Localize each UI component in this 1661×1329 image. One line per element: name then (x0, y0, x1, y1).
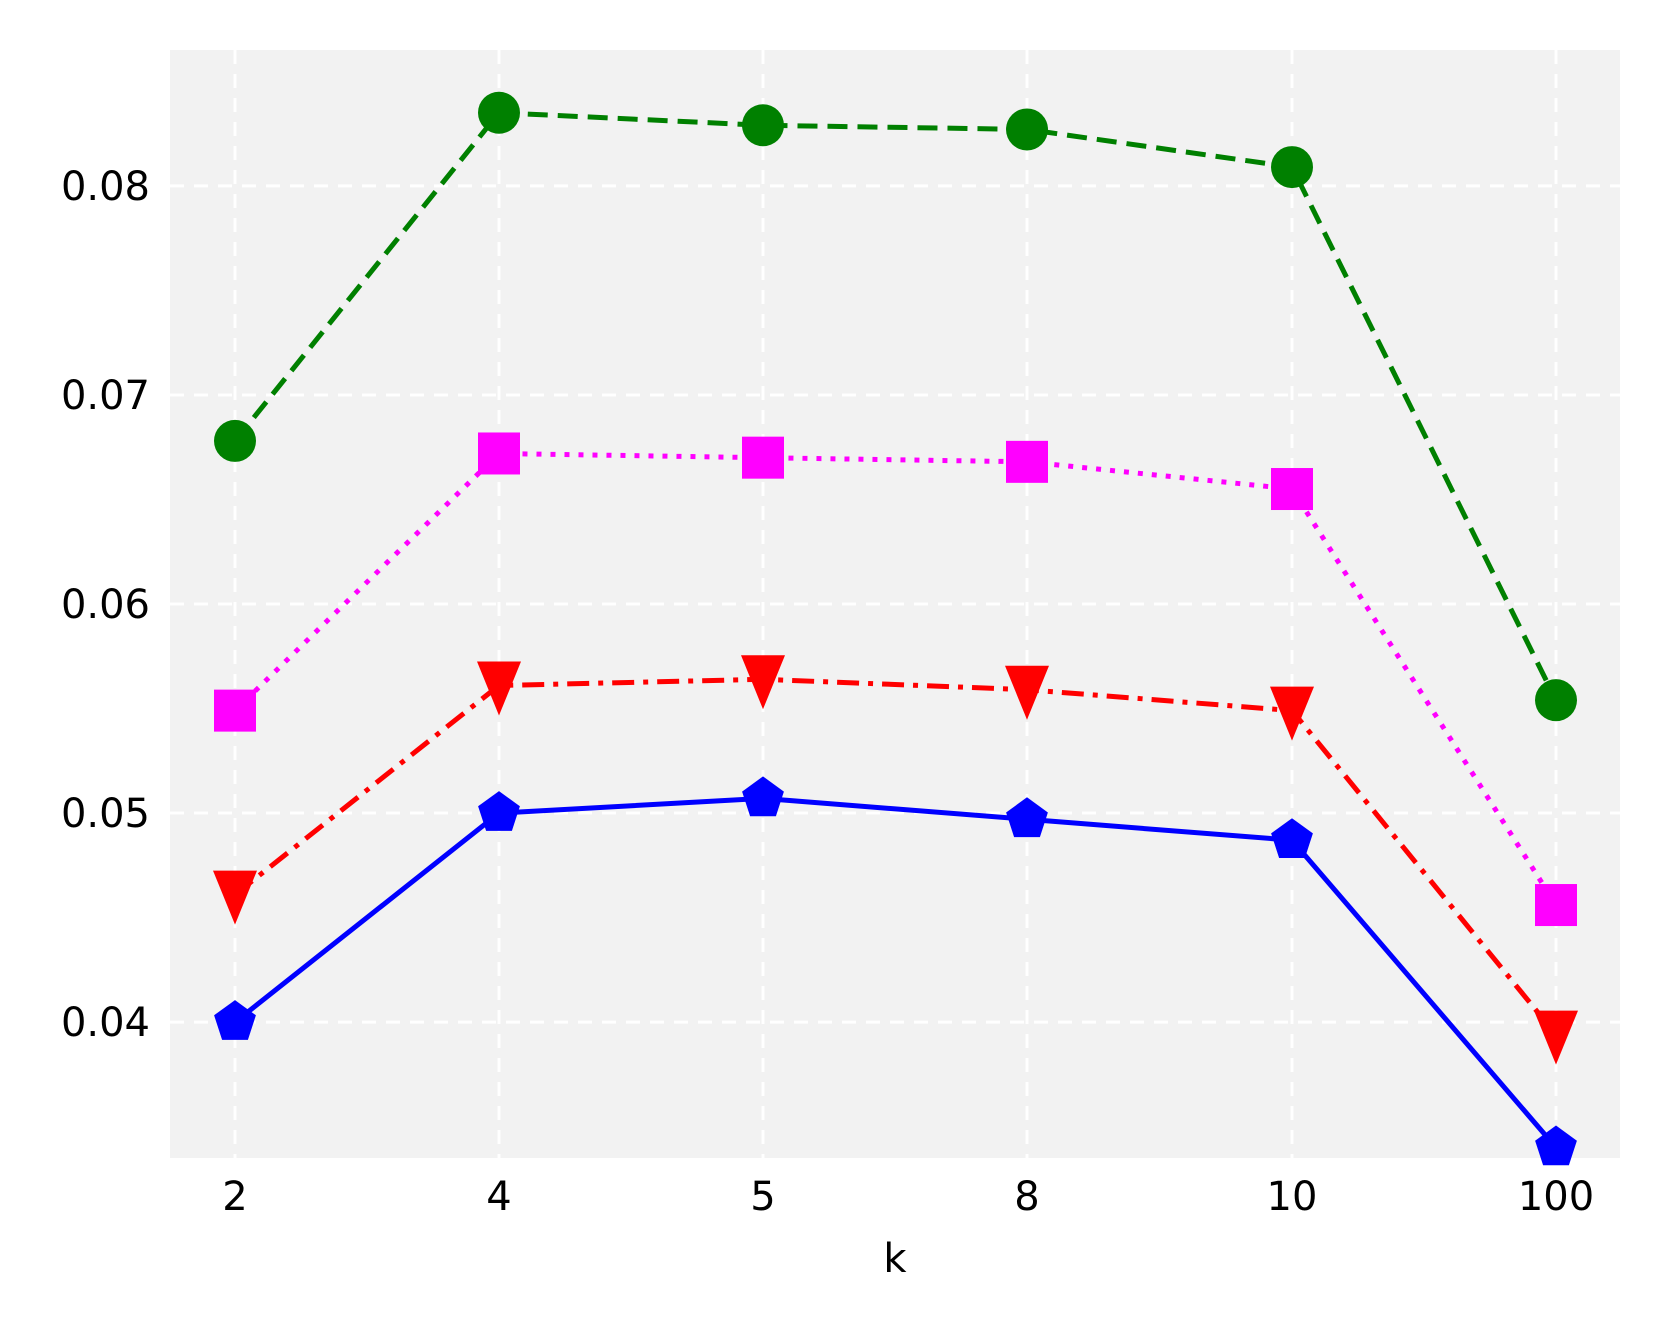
y-tick-label: 0.08 (61, 164, 150, 210)
series-layer (213, 91, 1578, 1166)
x-tick-labels: 2 4 5 8 10 100 (222, 1174, 1594, 1220)
data-point-marker (478, 791, 520, 831)
data-point-marker (1535, 1125, 1577, 1166)
x-tick-label: 10 (1267, 1174, 1318, 1220)
data-point-marker (477, 661, 521, 716)
data-point-marker (1271, 818, 1313, 858)
data-point-marker (1006, 440, 1048, 483)
data-point-marker (478, 432, 520, 475)
series-line (233, 795, 1558, 1150)
data-point-marker (214, 419, 256, 462)
series-line (233, 676, 1558, 1037)
data-point-marker (1006, 797, 1048, 838)
data-point-marker (1005, 665, 1049, 720)
y-tick-label: 0.07 (61, 373, 150, 419)
series-group (214, 91, 1577, 722)
grid-lines (170, 50, 1620, 1158)
y-tick-label: 0.04 (61, 1000, 150, 1046)
data-point-marker (214, 689, 256, 732)
x-tick-label: 8 (1014, 1174, 1039, 1220)
x-axis-label: k (883, 1236, 907, 1282)
data-point-marker (1535, 884, 1577, 927)
series-group (214, 432, 1577, 927)
data-point-marker (213, 870, 257, 925)
x-tick-label: 100 (1518, 1174, 1594, 1220)
y-tick-label: 0.05 (61, 791, 150, 837)
series-group (213, 655, 1578, 1065)
data-point-marker (1271, 468, 1313, 511)
data-point-marker (478, 91, 520, 134)
data-point-marker (1535, 679, 1577, 722)
x-tick-label: 2 (222, 1174, 247, 1220)
series-group (214, 776, 1577, 1166)
data-point-marker (742, 776, 784, 817)
x-tick-label: 5 (750, 1174, 775, 1220)
y-tick-labels: 0.04 0.05 0.06 0.07 0.08 (61, 164, 150, 1046)
x-tick-label: 4 (486, 1174, 511, 1220)
series-line (233, 110, 1559, 702)
data-point-marker (1006, 108, 1048, 151)
data-point-marker (1270, 686, 1314, 741)
data-point-marker (742, 436, 784, 479)
y-tick-label: 0.06 (61, 582, 150, 628)
data-point-marker (741, 655, 785, 710)
data-point-marker (742, 104, 784, 147)
data-point-marker (1534, 1010, 1578, 1065)
data-point-marker (1271, 146, 1313, 189)
data-point-marker (214, 1000, 256, 1040)
